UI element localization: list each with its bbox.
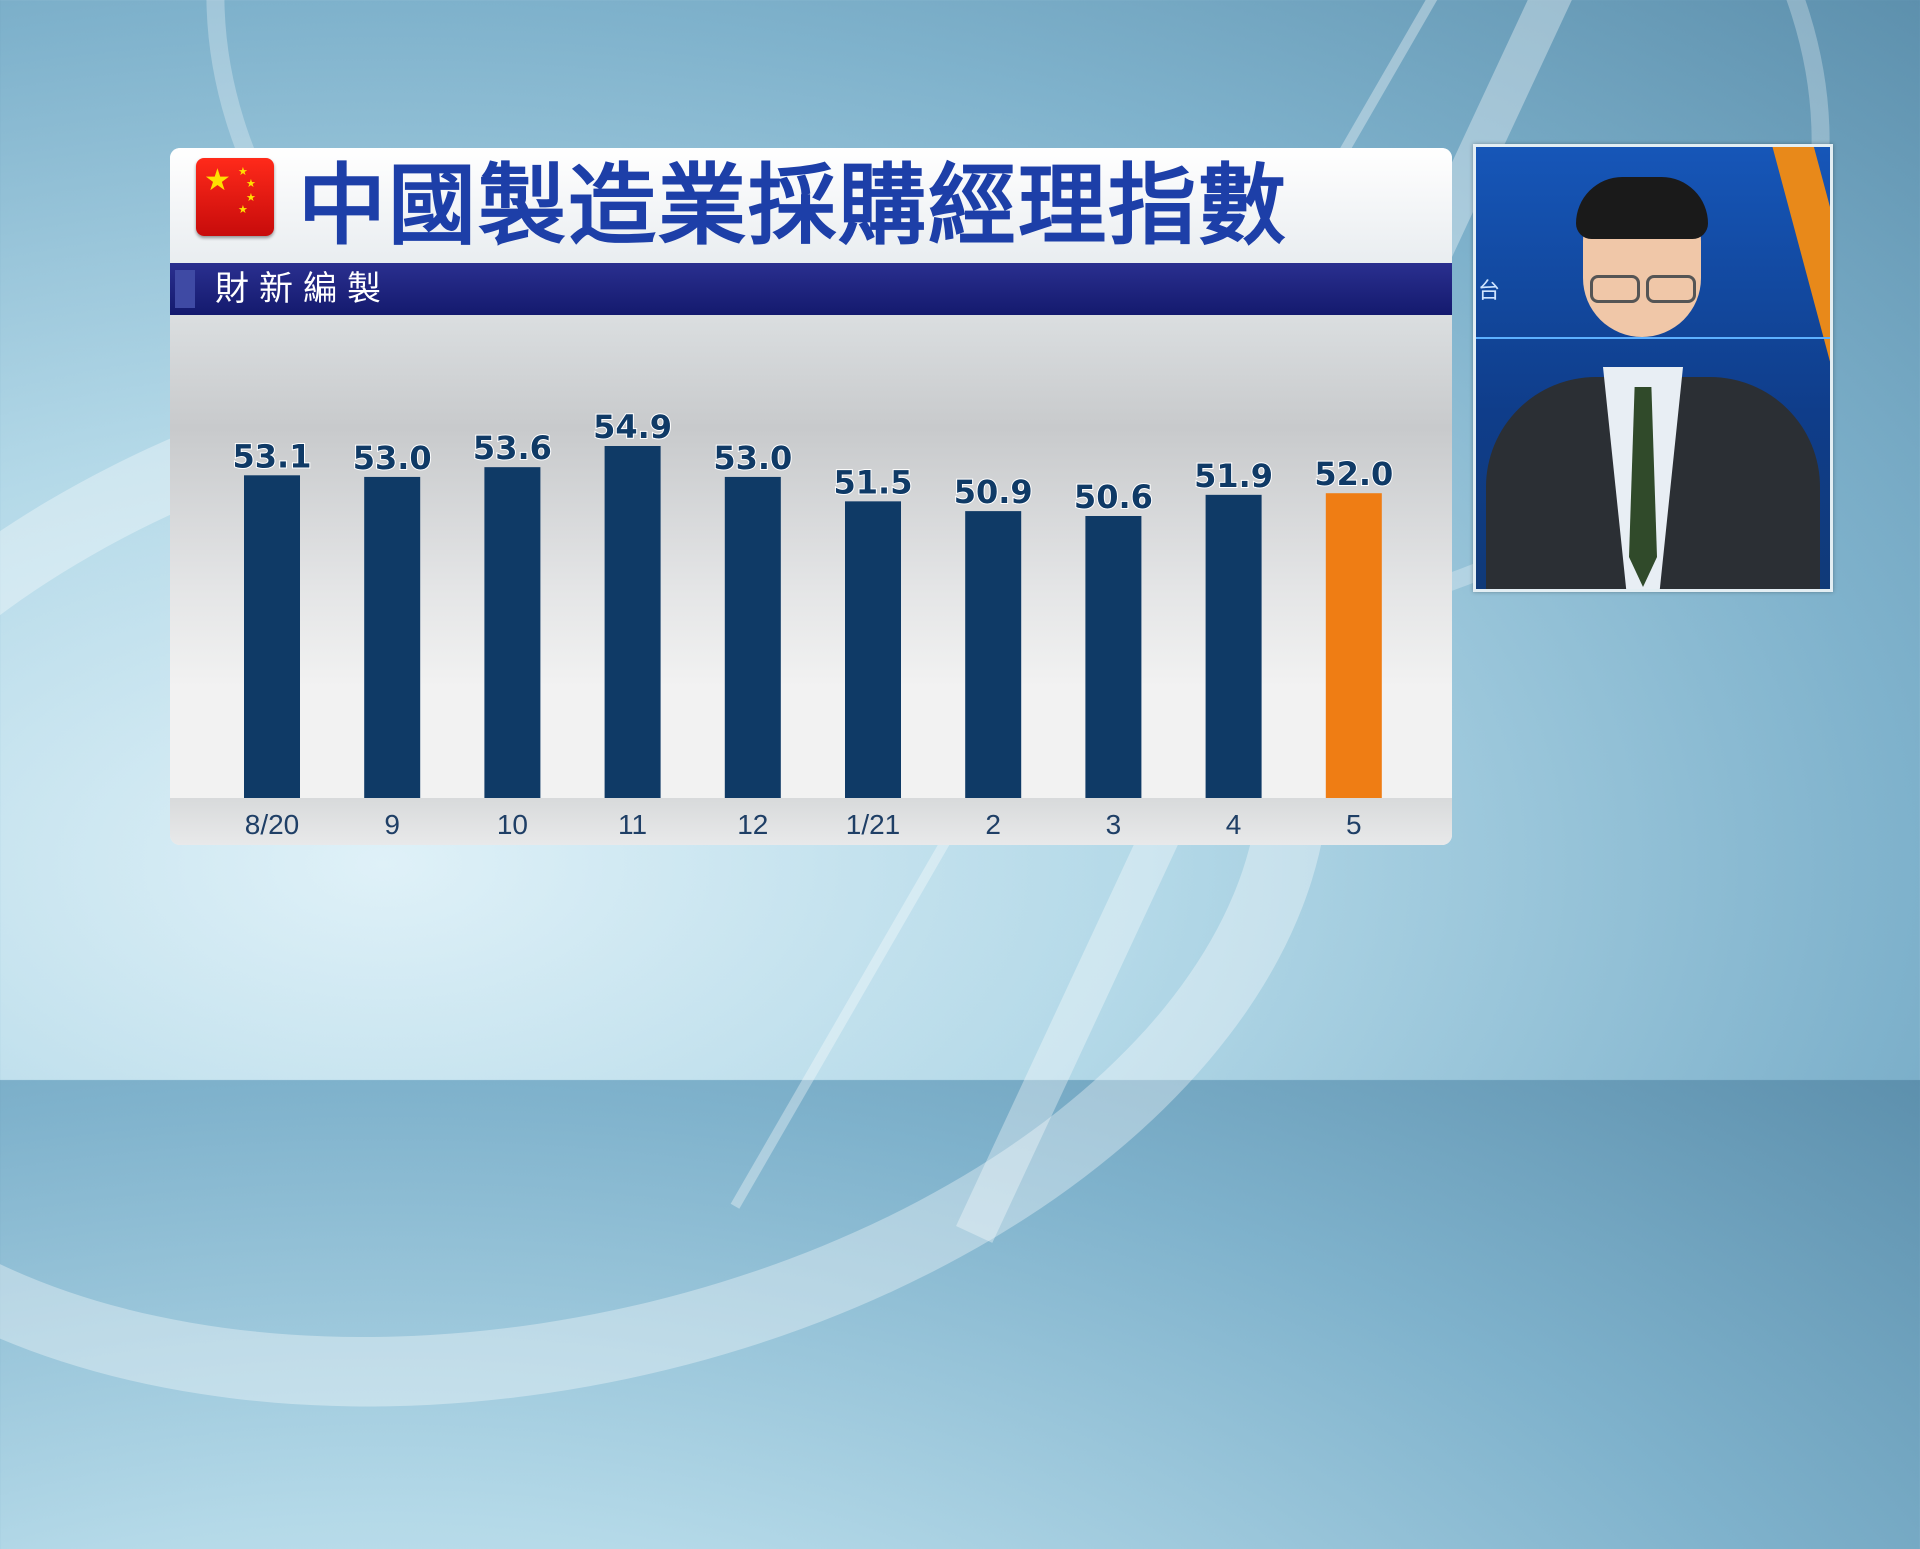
bar-value-label: 51.5 — [834, 463, 913, 501]
x-tick-label: 3 — [1106, 809, 1122, 840]
bar-value-label: 50.9 — [954, 473, 1033, 511]
bar — [845, 501, 901, 798]
x-tick-label: 8/20 — [245, 809, 300, 840]
bar-highlight — [1325, 493, 1382, 798]
bar-value-label: 54.9 — [593, 408, 672, 446]
x-tick-label: 11 — [618, 809, 647, 840]
chart-title: 中國製造業採購經理指數 — [298, 154, 1289, 257]
china-flag-icon: ★ ★ ★ ★ ★ — [196, 158, 274, 236]
chart-subtitle: 財新編製 — [215, 269, 391, 309]
bar — [724, 476, 781, 798]
x-tick-label: 9 — [384, 809, 400, 840]
bar — [364, 476, 421, 798]
bar-value-label: 52.0 — [1314, 455, 1393, 493]
bar-value-label: 53.0 — [713, 439, 792, 477]
studio-ticker-line — [1476, 337, 1830, 339]
bar-value-label: 53.6 — [473, 429, 552, 467]
bar — [244, 475, 300, 798]
presenter-video: 台 — [1473, 144, 1833, 592]
subtitle-marker — [175, 270, 195, 308]
x-axis-band — [170, 798, 1452, 845]
x-tick-label: 1/21 — [846, 809, 901, 840]
studio-backdrop-text: 台 — [1478, 279, 1501, 304]
subtitle-bar: 財新編製 — [170, 263, 1452, 315]
bar-value-label: 51.9 — [1194, 457, 1273, 495]
bar — [1205, 494, 1262, 798]
presenter-glasses — [1586, 275, 1698, 303]
bar — [484, 467, 541, 798]
x-tick-label: 12 — [737, 809, 768, 840]
bar-value-label: 53.1 — [233, 437, 312, 475]
x-tick-label: 4 — [1226, 809, 1242, 840]
x-tick-label: 10 — [497, 809, 528, 840]
bar — [965, 511, 1022, 798]
bar-value-label: 50.6 — [1074, 478, 1153, 516]
bar-value-label: 53.0 — [353, 439, 432, 477]
title-bar: ★ ★ ★ ★ ★ 中國製造業採購經理指數 — [170, 148, 1452, 263]
presenter-tie — [1629, 387, 1657, 587]
bar — [1085, 516, 1142, 798]
bar-chart: 53.1 8/20 53.0 9 53.6 10 54.9 11 53.0 12 51.5 1/21 5… — [232, 407, 1395, 840]
x-tick-label: 5 — [1346, 809, 1362, 840]
presenter-hair — [1576, 177, 1708, 239]
x-tick-label: 2 — [985, 809, 1001, 840]
bar — [604, 446, 661, 798]
chart-panel: ★ ★ ★ ★ ★ 中國製造業採購經理指數 財新編製 53.1 8/20 53.0 9… — [170, 148, 1452, 845]
